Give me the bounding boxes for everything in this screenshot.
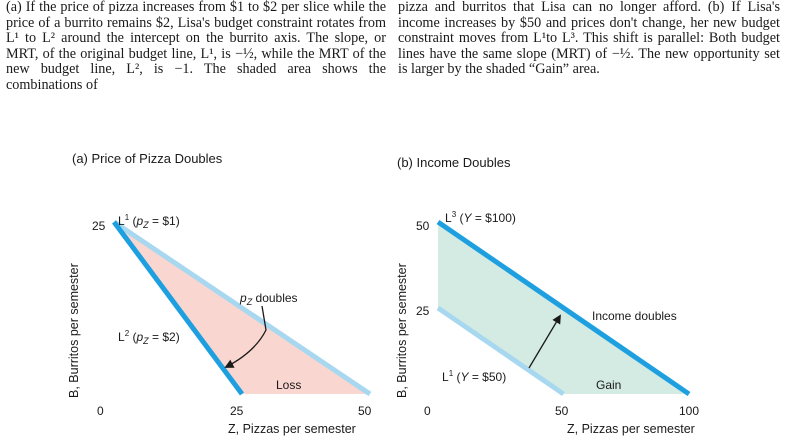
chart-a-ylabel: B, Burritos per semester — [67, 263, 81, 398]
chart-b-xtick-50: 50 — [555, 404, 569, 418]
chart-a-xtick-0: 0 — [97, 404, 104, 418]
chart-b-xtick-100: 100 — [679, 404, 699, 418]
chart-a-annotation-pz: pZ doubles — [239, 291, 298, 307]
chart-a-ytick-25: 25 — [92, 219, 106, 233]
chart-b-ytick-50: 50 — [416, 219, 430, 233]
chart-b-ylabel: B, Burritos per semester — [395, 263, 409, 398]
chart-b-title: (b) Income Doubles — [397, 155, 511, 170]
chart-a-label-L2: L2 (pZ = $2) — [118, 329, 180, 346]
chart-b-ytick-25: 25 — [416, 304, 430, 318]
chart-a-xtick-25: 25 — [230, 404, 244, 418]
chart-a-line-L1 — [112, 219, 372, 397]
chart-a-xlabel: Z, Pizzas per semester — [228, 422, 356, 436]
chart-a-xtick-50: 50 — [358, 404, 372, 418]
chart-a-arrow — [224, 305, 267, 368]
chart-b-xlabel: Z, Pizzas per semester — [567, 422, 695, 436]
caption-right-text: pizza and burritos that Lisa can no long… — [398, 0, 780, 78]
chart-b-annotation-income: Income doubles — [592, 309, 677, 323]
chart-b-line-L1 — [436, 305, 565, 397]
chart-b-arrow — [528, 314, 561, 369]
chart-a-label-L1: L1 (pZ = $1) — [118, 213, 180, 230]
chart-b-xtick-0: 0 — [424, 404, 431, 418]
chart-a: (a) Price of Pizza Doubles L1 (pZ = $1) … — [67, 151, 372, 436]
chart-b: (b) Income Doubles L3 (Y = $100) L1 (Y =… — [395, 155, 699, 436]
caption-left: (a) If the price of pizza increases from… — [6, 0, 386, 94]
chart-a-annotation-loss: Loss — [276, 378, 301, 392]
chart-b-label-L3: L3 (Y = $100) — [445, 210, 516, 225]
chart-b-annotation-gain: Gain — [596, 378, 621, 392]
chart-a-line-L2 — [111, 220, 245, 396]
chart-b-line-L3 — [436, 219, 691, 397]
caption-left-text: (a) If the price of pizza increases from… — [6, 0, 386, 93]
chart-a-title: (a) Price of Pizza Doubles — [72, 151, 223, 166]
caption-right: pizza and burritos that Lisa can no long… — [398, 0, 780, 78]
chart-b-label-L1: L1 (Y = $50) — [442, 369, 506, 384]
